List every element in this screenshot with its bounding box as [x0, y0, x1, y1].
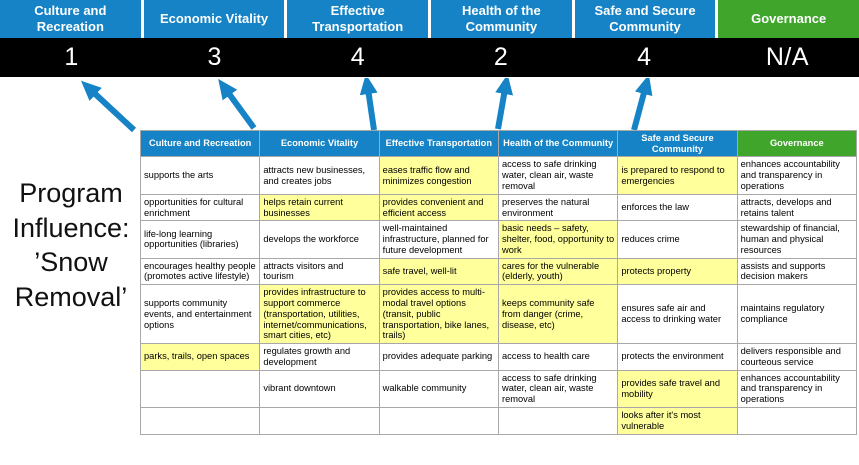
- matrix-cell-r1-c1: supports the arts: [139, 156, 261, 195]
- up-arrow-icon: [495, 78, 514, 130]
- pillar-header-economic-vitality: Economic Vitality: [143, 0, 285, 38]
- up-arrow-icon: [631, 78, 653, 131]
- matrix-cell-r4-c1: encourages healthy people (promotes acti…: [139, 257, 261, 286]
- matrix-cell-r2-c6: attracts, develops and retains talent: [736, 193, 858, 222]
- matrix-cell-r6-c6: delivers responsible and courteous servi…: [736, 343, 858, 371]
- matrix-cell-r5-c4-highlighted: keeps community safe from danger (crime,…: [497, 284, 619, 345]
- up-arrow-icon: [218, 78, 257, 130]
- matrix-cell-r7-c4: access to safe drinking water, clean air…: [497, 369, 619, 409]
- matrix-cell-r6-c1-highlighted: parks, trails, open spaces: [139, 343, 261, 371]
- matrix-row-1: supports the arts attracts new businesses…: [139, 156, 858, 195]
- pillar-score-health-of-the-community: 2: [493, 43, 509, 71]
- program-title-line: Influence:: [12, 212, 130, 243]
- matrix-header-governance: Governance: [736, 129, 858, 158]
- influence-arrows: [81, 78, 653, 133]
- pillar-header-effective-transportation: Effective Transportation: [287, 0, 429, 38]
- matrix-header-culture-and-recreation: Culture and Recreation: [139, 129, 261, 158]
- matrix-cell-r4-c5-highlighted: protects property: [617, 257, 738, 286]
- matrix-cell-r5-c1: supports community events, and entertain…: [139, 284, 261, 345]
- pillar-header-safe-and-secure-community: Safe and Secure Community: [574, 0, 716, 38]
- matrix-header-row: Culture and Recreation Economic Vitality E…: [139, 129, 858, 158]
- matrix-header-safe-and-secure-community: Safe and Secure Community: [617, 129, 738, 158]
- pillar-score-economic-vitality: 3: [207, 43, 222, 71]
- pillar-score-culture-and-recreation: 1: [64, 43, 79, 71]
- matrix-cell-r3-c2: develops the workforce: [259, 220, 380, 259]
- matrix-cell-r7-c3: walkable community: [378, 369, 499, 409]
- matrix-cell-r8-c6: [736, 407, 858, 435]
- matrix-cell-r8-c2: [259, 407, 380, 435]
- pillar-header-governance: Governance: [718, 0, 859, 38]
- matrix-cell-r3-c1: life-long learning opportunities (librar…: [139, 220, 261, 259]
- matrix-header-health-of-the-community: Health of the Community: [497, 129, 619, 158]
- matrix-cell-r7-c5-highlighted: provides safe travel and mobility: [617, 369, 738, 409]
- matrix-cell-r6-c4: access to health care: [497, 343, 619, 371]
- matrix-cell-r5-c2-highlighted: provides infrastructure to support comme…: [259, 284, 380, 345]
- matrix-header-economic-vitality: Economic Vitality: [259, 129, 380, 158]
- matrix-cell-r8-c3: [378, 407, 499, 435]
- matrix-cell-r6-c5: protects the environment: [617, 343, 738, 371]
- program-title-line: Removal’: [14, 281, 128, 312]
- up-arrow-icon: [359, 78, 378, 131]
- matrix-cell-r6-c2: regulates growth and development: [259, 343, 380, 371]
- matrix-row-3: life-long learning opportunities (librar…: [139, 220, 858, 259]
- program-title-line: Program: [19, 178, 123, 208]
- pillar-score-safe-and-secure-community: 4: [637, 43, 652, 71]
- matrix-cell-r8-c4: [497, 407, 619, 435]
- matrix-cell-r8-c5-highlighted: looks after it's most vulnerable: [617, 407, 738, 435]
- program-title: Program Influence: ’Snow Removal’: [4, 176, 138, 314]
- matrix-cell-r2-c3-highlighted: provides convenient and efficient access: [378, 193, 499, 222]
- matrix-cell-r4-c6: assists and supports decision makers: [736, 257, 858, 286]
- matrix-cell-r7-c6: enhances accountability and transparency…: [736, 369, 858, 409]
- matrix-cell-r4-c3-highlighted: safe travel, well-lit: [378, 257, 499, 286]
- matrix-cell-r1-c4: access to safe drinking water, clean air…: [497, 156, 619, 195]
- matrix-row-2: opportunities for cultural enrichment hel…: [139, 193, 858, 222]
- matrix-cell-r3-c5: reduces crime: [617, 220, 738, 259]
- pillar-header-culture-and-recreation: Culture and Recreation: [0, 0, 141, 38]
- matrix-header-effective-transportation: Effective Transportation: [378, 129, 499, 158]
- pillar-score-effective-transportation: 4: [350, 43, 366, 71]
- matrix-cell-r1-c2: attracts new businesses, and creates job…: [259, 156, 380, 195]
- matrix-cell-r4-c2: attracts visitors and tourism: [259, 257, 380, 286]
- matrix-row-4: encourages healthy people (promotes acti…: [139, 257, 858, 286]
- influence-matrix: Culture and Recreation Economic Vitality E…: [139, 129, 858, 435]
- matrix-cell-r8-c1: [139, 407, 261, 435]
- matrix-cell-r7-c2: vibrant downtown: [259, 369, 380, 409]
- matrix-row-5: supports community events, and entertain…: [139, 284, 858, 345]
- matrix-cell-r3-c6: stewardship of financial, human and phys…: [736, 220, 858, 259]
- matrix-row-7: vibrant downtown walkable community access…: [139, 369, 858, 409]
- matrix-cell-r1-c6: enhances accountability and transparency…: [736, 156, 858, 195]
- matrix-cell-r1-c5-highlighted: is prepared to respond to emergencies: [617, 156, 738, 195]
- matrix-cell-r2-c5: enforces the law: [617, 193, 738, 222]
- pillar-header-health-of-the-community: Health of the Community: [431, 0, 572, 38]
- pillar-score-band: 1 3 4 2 4 N/A: [0, 38, 859, 77]
- matrix-body: supports the arts attracts new businesses…: [139, 156, 858, 435]
- matrix-cell-r4-c4-highlighted: cares for the vulnerable (elderly, youth…: [497, 257, 619, 286]
- pillar-header-band: Culture and Recreation Economic Vitality E…: [0, 0, 859, 38]
- up-arrow-icon: [81, 80, 137, 133]
- matrix-cell-r6-c3: provides adequate parking: [378, 343, 499, 371]
- matrix-cell-r2-c4: preserves the natural environment: [497, 193, 619, 222]
- matrix-cell-r1-c3-highlighted: eases traffic flow and minimizes congest…: [378, 156, 499, 195]
- matrix-cell-r2-c1: opportunities for cultural enrichment: [139, 193, 261, 222]
- matrix-cell-r5-c6: maintains regulatory compliance: [736, 284, 858, 345]
- matrix-cell-r2-c2-highlighted: helps retain current businesses: [259, 193, 380, 222]
- matrix-cell-r3-c3: well-maintained infrastructure, planned …: [378, 220, 499, 259]
- matrix-cell-r7-c1: [139, 369, 261, 409]
- matrix-row-6: parks, trails, open spaces regulates grow…: [139, 343, 858, 371]
- matrix-cell-r5-c3-highlighted: provides access to multi-modal travel op…: [378, 284, 499, 345]
- matrix-cell-r3-c4-highlighted: basic needs – safety, shelter, food, opp…: [497, 220, 619, 259]
- program-title-line: ’Snow: [34, 247, 108, 278]
- matrix-row-8: looks after it's most vulnerable: [139, 407, 858, 435]
- matrix-cell-r5-c5: ensures safe air and access to drinking …: [617, 284, 738, 345]
- pillar-score-governance: N/A: [765, 43, 810, 71]
